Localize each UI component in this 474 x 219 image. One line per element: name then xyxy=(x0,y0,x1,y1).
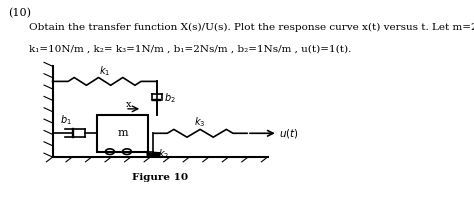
Text: x: x xyxy=(126,100,132,109)
Text: Obtain the transfer function X(s)/U(s). Plot the response curve x(t) versus t. L: Obtain the transfer function X(s)/U(s). … xyxy=(29,23,474,32)
Text: Figure 10: Figure 10 xyxy=(132,173,188,182)
Text: $k_1$: $k_1$ xyxy=(99,64,110,78)
Text: $u(t)$: $u(t)$ xyxy=(280,127,299,140)
Text: k₁=10N/m , k₂= k₃=1N/m , b₁=2Ns/m , b₂=1Ns/m , u(t)=1(t).: k₁=10N/m , k₂= k₃=1N/m , b₁=2Ns/m , b₂=1… xyxy=(29,45,351,54)
Bar xyxy=(97,115,148,152)
Text: (10): (10) xyxy=(8,8,31,18)
Text: $k_3$: $k_3$ xyxy=(194,116,206,129)
Text: $b_2$: $b_2$ xyxy=(164,91,176,105)
Text: $k_2$: $k_2$ xyxy=(158,147,170,161)
Text: $b_1$: $b_1$ xyxy=(60,113,72,127)
Text: m: m xyxy=(117,128,128,138)
